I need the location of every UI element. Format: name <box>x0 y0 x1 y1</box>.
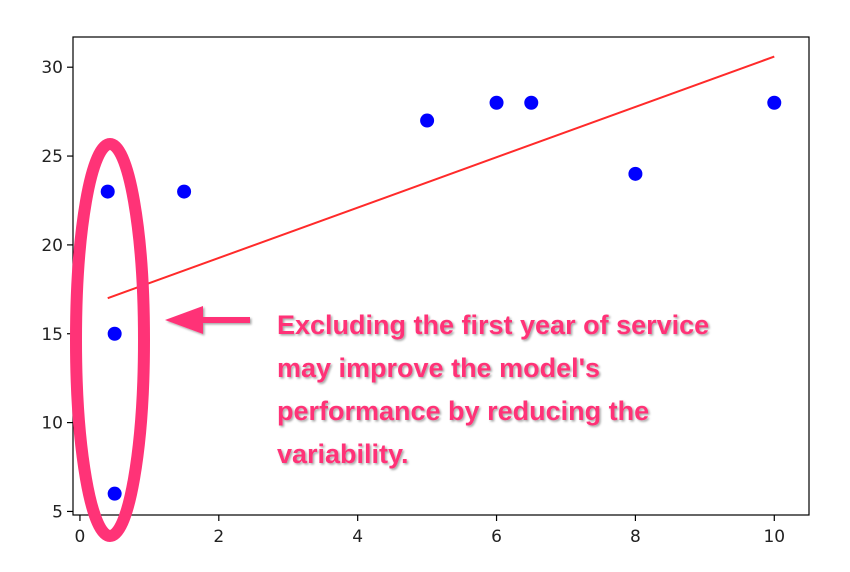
annotation: Excluding the first year of service may … <box>277 310 709 469</box>
trend-line <box>107 55 775 300</box>
annotation-line: Excluding the first year of service <box>277 310 709 340</box>
data-point <box>107 486 122 501</box>
x-tick-label: 4 <box>352 527 363 547</box>
data-point <box>767 95 782 110</box>
data-point <box>100 184 115 199</box>
x-tick-label: 0 <box>75 527 86 547</box>
y-tick-label: 10 <box>41 414 63 434</box>
x-tick-label: 10 <box>763 527 785 547</box>
data-point <box>107 326 122 341</box>
callout-arrow-icon <box>165 306 250 334</box>
y-tick-label: 15 <box>41 325 63 345</box>
data-point <box>177 184 192 199</box>
plot-area <box>72 36 810 516</box>
data-point <box>420 113 435 128</box>
highlight-ellipse <box>70 138 150 542</box>
x-tick-label: 8 <box>630 527 641 547</box>
data-point <box>628 166 643 181</box>
y-tick-label: 5 <box>52 502 63 522</box>
data-point <box>524 95 539 110</box>
annotation-line: performance by reducing the <box>277 396 649 426</box>
y-axis-ticks: 5 10 15 20 25 30 <box>41 58 73 522</box>
y-tick-label: 25 <box>41 147 63 167</box>
y-tick-label: 30 <box>41 58 63 78</box>
x-tick-label: 6 <box>491 527 502 547</box>
y-tick-label: 20 <box>41 236 63 256</box>
data-points <box>100 95 782 501</box>
annotation-line: may improve the model's <box>277 353 600 383</box>
annotation-line: variability. <box>277 439 409 469</box>
x-tick-label: 2 <box>213 527 224 547</box>
x-axis-ticks: 0 2 4 6 8 10 <box>75 515 785 547</box>
data-point <box>489 95 504 110</box>
